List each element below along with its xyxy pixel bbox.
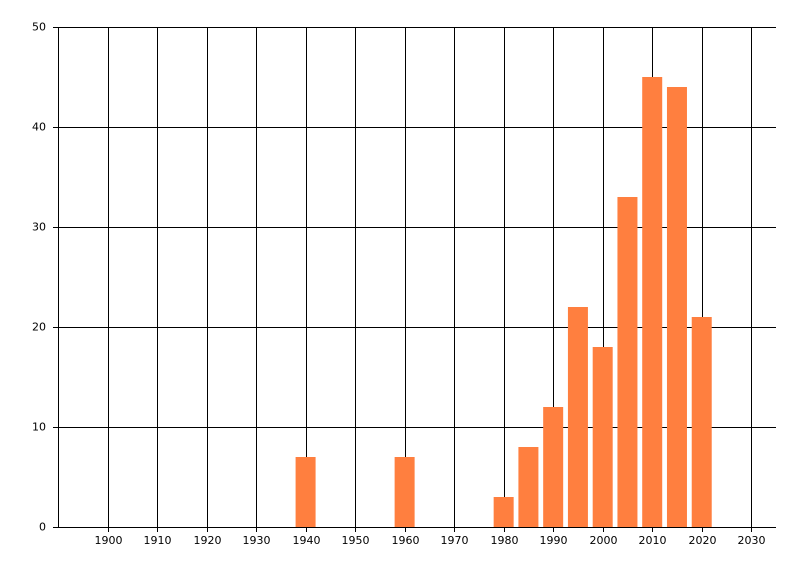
y-tick-label: 20 <box>32 321 46 334</box>
y-tick-label: 0 <box>39 521 46 534</box>
bar <box>642 77 663 527</box>
x-tick-label: 1930 <box>243 534 271 547</box>
bar <box>493 497 514 527</box>
x-tick-label: 1960 <box>392 534 420 547</box>
bar <box>691 317 712 527</box>
bar <box>518 447 539 527</box>
x-tick-label: 1920 <box>194 534 222 547</box>
x-tick-label: 1900 <box>95 534 123 547</box>
bar <box>295 457 316 527</box>
x-tick-label: 1970 <box>441 534 469 547</box>
x-tick-label: 1990 <box>540 534 568 547</box>
x-tick-label: 1980 <box>491 534 519 547</box>
bar <box>394 457 415 527</box>
x-tick-label: 1940 <box>293 534 321 547</box>
bar <box>567 307 588 527</box>
x-tick-label: 2030 <box>738 534 766 547</box>
y-tick-label: 40 <box>32 121 46 134</box>
y-tick-label: 10 <box>32 421 46 434</box>
x-tick-label: 1910 <box>144 534 172 547</box>
x-tick-label: 2020 <box>689 534 717 547</box>
x-tick-label: 2010 <box>639 534 667 547</box>
bar <box>617 197 638 527</box>
x-tick-label: 1950 <box>342 534 370 547</box>
y-tick-label: 30 <box>32 221 46 234</box>
y-tick-label: 50 <box>32 21 46 34</box>
bar <box>666 87 687 527</box>
bar <box>592 347 613 527</box>
x-tick-label: 2000 <box>590 534 618 547</box>
bar <box>543 407 564 527</box>
